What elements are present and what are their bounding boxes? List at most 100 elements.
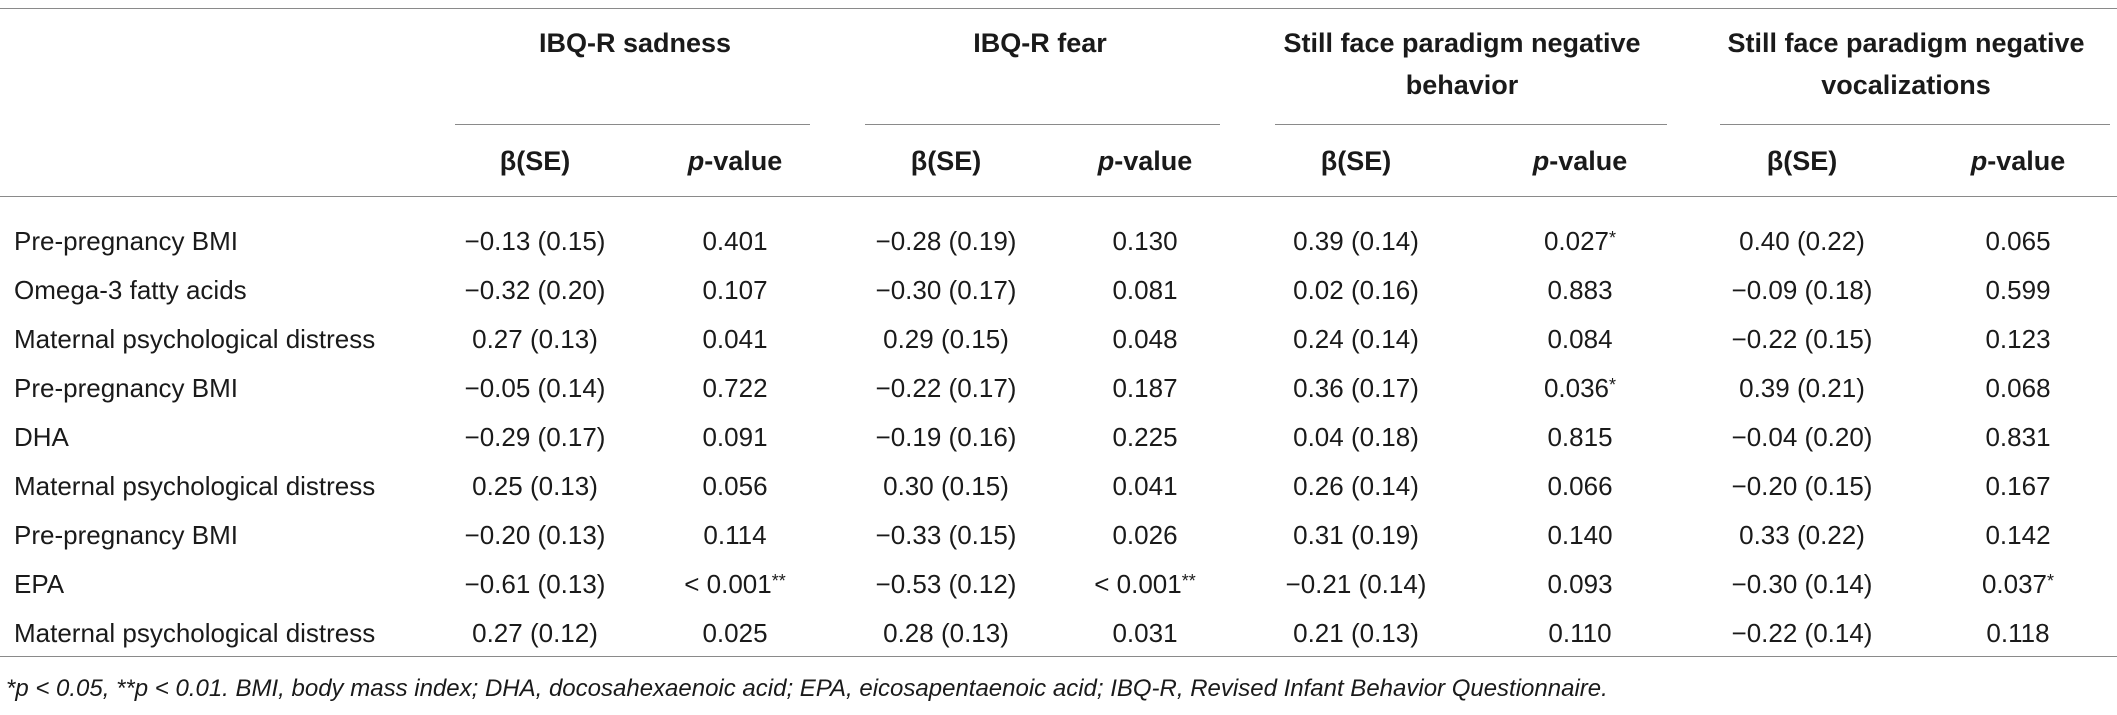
- significance-marker: *: [1609, 228, 1617, 248]
- table-bottom-rule: [0, 656, 2117, 657]
- table-top-rule: [0, 8, 2117, 9]
- group-header-ibqr-fear: IBQ-R fear: [973, 28, 1107, 58]
- cell-beta-se: 0.25 (0.13): [472, 471, 598, 501]
- cell-beta-se: −0.04 (0.20): [1731, 422, 1873, 452]
- cell-p-value: 0.036*: [1543, 373, 1617, 403]
- cell-p-value: 0.025: [702, 618, 768, 648]
- cell-beta-se: −0.32 (0.20): [464, 275, 606, 305]
- cell-beta-se: 0.33 (0.22): [1739, 520, 1865, 550]
- cell-p-value: < 0.001**: [1094, 569, 1196, 599]
- row-label: Pre-pregnancy BMI: [14, 373, 238, 403]
- cell-p-value: 0.066: [1547, 471, 1613, 501]
- cell-p-value: 0.110: [1548, 618, 1612, 648]
- cell-beta-se: 0.31 (0.19): [1293, 520, 1419, 550]
- table-footnote: *p < 0.05, **p < 0.01. BMI, body mass in…: [6, 675, 1608, 702]
- cell-p-value: 0.401: [702, 226, 768, 256]
- cell-beta-se: −0.53 (0.12): [875, 569, 1017, 599]
- cell-p-value: 0.037*: [1981, 569, 2055, 599]
- cell-p-value: 0.831: [1985, 422, 2051, 452]
- cell-beta-se: −0.22 (0.15): [1731, 324, 1873, 354]
- cell-p-value: 0.225: [1112, 422, 1178, 452]
- cell-beta-se: 0.27 (0.12): [472, 618, 598, 648]
- group-header-still-face-behavior: Still face paradigm negative behavior: [1283, 28, 1641, 100]
- cell-p-value: 0.118: [1986, 618, 2050, 648]
- cell-beta-se: −0.21 (0.14): [1285, 569, 1427, 599]
- group-header-ibqr-sadness: IBQ-R sadness: [538, 28, 732, 58]
- significance-marker: **: [1181, 571, 1196, 591]
- cell-beta-se: 0.02 (0.16): [1293, 275, 1419, 305]
- cell-beta-se: −0.22 (0.17): [875, 373, 1017, 403]
- cell-p-value: 0.599: [1985, 275, 2051, 305]
- cell-beta-se: −0.33 (0.15): [875, 520, 1017, 550]
- cell-beta-se: −0.05 (0.14): [464, 373, 606, 403]
- group-header-still-face-vocalizations: Still face paradigm negative vocalizatio…: [1727, 28, 2085, 100]
- cell-p-value: 0.114: [703, 520, 767, 550]
- subheader-p-value: p-value: [1532, 146, 1628, 176]
- cell-p-value: 0.187: [1112, 373, 1178, 403]
- row-label: Pre-pregnancy BMI: [14, 226, 238, 256]
- cell-p-value: 0.027*: [1543, 226, 1617, 256]
- cell-beta-se: 0.36 (0.17): [1293, 373, 1419, 403]
- cell-p-value: 0.883: [1547, 275, 1613, 305]
- cell-p-value: 0.041: [1112, 471, 1178, 501]
- subheader-beta-se: β(SE): [910, 146, 982, 176]
- subheader-beta-se: β(SE): [1320, 146, 1392, 176]
- cell-beta-se: 0.29 (0.15): [883, 324, 1009, 354]
- row-label: EPA: [14, 569, 65, 599]
- row-label: DHA: [14, 422, 69, 452]
- cell-p-value: 0.130: [1112, 226, 1178, 256]
- cell-beta-se: −0.28 (0.19): [875, 226, 1017, 256]
- cell-beta-se: −0.20 (0.15): [1731, 471, 1873, 501]
- cell-p-value: 0.068: [1985, 373, 2051, 403]
- significance-marker: **: [771, 571, 786, 591]
- cell-p-value: 0.026: [1112, 520, 1178, 550]
- group-rule-fear: [865, 124, 1220, 125]
- cell-beta-se: −0.30 (0.17): [875, 275, 1017, 305]
- cell-p-value: 0.093: [1547, 569, 1613, 599]
- significance-marker: *: [1609, 375, 1617, 395]
- row-label: Pre-pregnancy BMI: [14, 520, 238, 550]
- cell-beta-se: −0.19 (0.16): [875, 422, 1017, 452]
- cell-p-value: 0.081: [1112, 275, 1178, 305]
- header-bottom-rule: [0, 196, 2117, 197]
- cell-beta-se: 0.28 (0.13): [883, 618, 1009, 648]
- subheader-beta-se: β(SE): [499, 146, 571, 176]
- group-rule-sadness: [455, 124, 810, 125]
- cell-beta-se: −0.22 (0.14): [1731, 618, 1873, 648]
- cell-p-value: 0.140: [1547, 520, 1613, 550]
- group-rule-vocalizations: [1720, 124, 2110, 125]
- cell-beta-se: 0.39 (0.14): [1293, 226, 1419, 256]
- cell-beta-se: −0.29 (0.17): [464, 422, 606, 452]
- cell-p-value: 0.041: [702, 324, 768, 354]
- significance-marker: *: [2047, 571, 2055, 591]
- cell-beta-se: 0.40 (0.22): [1739, 226, 1865, 256]
- cell-p-value: 0.065: [1985, 226, 2051, 256]
- cell-p-value: 0.142: [1985, 520, 2051, 550]
- cell-beta-se: −0.20 (0.13): [464, 520, 606, 550]
- row-label: Maternal psychological distress: [14, 324, 376, 354]
- cell-p-value: 0.815: [1547, 422, 1613, 452]
- subheader-p-value: p-value: [1970, 146, 2066, 176]
- cell-beta-se: 0.30 (0.15): [883, 471, 1009, 501]
- row-label: Omega-3 fatty acids: [14, 275, 247, 305]
- subheader-p-value: p-value: [1097, 146, 1193, 176]
- cell-beta-se: −0.30 (0.14): [1731, 569, 1873, 599]
- cell-beta-se: 0.04 (0.18): [1293, 422, 1419, 452]
- cell-beta-se: −0.61 (0.13): [464, 569, 606, 599]
- cell-p-value: 0.048: [1112, 324, 1178, 354]
- cell-beta-se: 0.21 (0.13): [1293, 618, 1419, 648]
- cell-p-value: 0.722: [702, 373, 768, 403]
- cell-beta-se: −0.09 (0.18): [1731, 275, 1873, 305]
- cell-beta-se: 0.27 (0.13): [472, 324, 598, 354]
- cell-p-value: 0.056: [702, 471, 768, 501]
- cell-p-value: 0.123: [1985, 324, 2051, 354]
- cell-p-value: 0.167: [1985, 471, 2051, 501]
- cell-beta-se: 0.26 (0.14): [1293, 471, 1419, 501]
- cell-p-value: 0.091: [702, 422, 768, 452]
- cell-beta-se: 0.24 (0.14): [1293, 324, 1419, 354]
- subheader-p-value: p-value: [687, 146, 783, 176]
- cell-p-value: 0.084: [1547, 324, 1613, 354]
- cell-p-value: < 0.001**: [684, 569, 786, 599]
- group-rule-behavior: [1275, 124, 1667, 125]
- subheader-beta-se: β(SE): [1766, 146, 1838, 176]
